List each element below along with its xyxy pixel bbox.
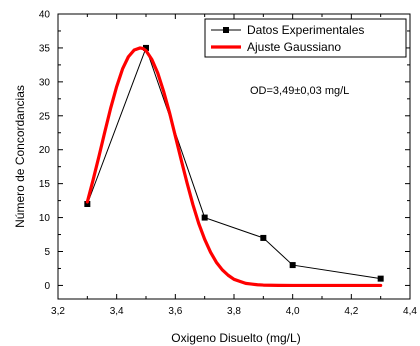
y-tick-label: 40 xyxy=(39,10,51,21)
y-tick-label: 20 xyxy=(39,145,51,156)
x-tick-label: 4,0 xyxy=(286,306,300,317)
x-tick-label: 3,2 xyxy=(51,306,65,317)
series-datos-experimentales-line xyxy=(86,46,381,280)
data-point-marker xyxy=(260,234,267,241)
x-tick-label: 3,6 xyxy=(168,306,182,317)
plot-area: 3,2 3,4 3,6 3,8 4,0 4,2 4,4 0 5 10 15 20 25 30 35 40 Oxi… xyxy=(13,10,417,346)
y-tick-label: 15 xyxy=(39,179,51,190)
legend-box xyxy=(204,18,407,58)
x-tick-label: 4,4 xyxy=(403,306,417,317)
data-point-marker xyxy=(201,214,208,221)
y-axis-title: Número de Concordancias xyxy=(13,85,27,228)
series-ajuste-gaussiano-line xyxy=(85,46,383,288)
x-tick-label: 3,8 xyxy=(227,306,241,317)
legend-label-ajuste-gaussiano: Ajuste Gaussiano xyxy=(247,40,341,54)
data-point-marker xyxy=(84,201,91,207)
x-tick-label: 3,4 xyxy=(110,306,124,317)
legend-marker-datos-experimentales xyxy=(223,27,229,33)
x-tick-label: 4,2 xyxy=(344,306,358,317)
y-tick-label: 35 xyxy=(39,43,51,54)
y-tick-label: 0 xyxy=(44,281,50,292)
y-tick-label: 5 xyxy=(44,247,50,258)
data-point-marker xyxy=(143,44,149,51)
data-point-marker xyxy=(289,262,296,269)
fit-annotation: OD=3,49±0,03 mg/L xyxy=(250,85,349,97)
y-tick-label: 30 xyxy=(39,77,51,88)
y-tick-label: 10 xyxy=(39,213,51,224)
x-axis-title: Oxigeno Disuelto (mg/L) xyxy=(171,331,300,345)
data-point-marker xyxy=(377,275,384,282)
y-tick-label: 25 xyxy=(39,111,51,122)
legend-label-datos-experimentales: Datos Experimentales xyxy=(247,23,364,37)
